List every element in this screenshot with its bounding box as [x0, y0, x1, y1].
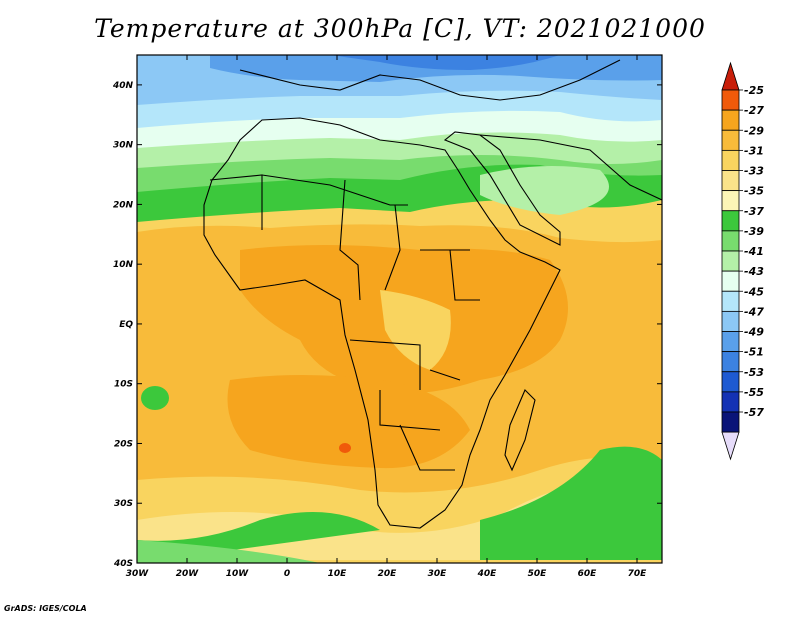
latitude-axis: 40N 30N 20N 10N EQ 10S 20S 30S 40S [112, 81, 662, 569]
lat-label: 40N [112, 81, 134, 91]
colorbar-top-triangle [721, 61, 740, 91]
colorbar-box [721, 89, 740, 111]
lon-label: 30W [126, 569, 150, 579]
credit-text: GrADS: IGES/COLA [4, 604, 87, 613]
colorbar-label: -35 [744, 185, 764, 198]
colorbar-box [721, 129, 740, 151]
colorbar-label: -39 [744, 225, 764, 238]
lon-label: 70E [628, 569, 648, 579]
lat-label: 30N [113, 141, 134, 151]
colorbar-box [721, 250, 740, 272]
colorbar-box [721, 290, 740, 312]
colorbar: -25 -27 -29 -31 -33 -35 -37 -39 -41 -43 -45 -47 -49 -… [721, 61, 764, 461]
temperature-field [137, 55, 662, 563]
colorbar-label: -55 [744, 386, 764, 399]
colorbar-label: -41 [744, 245, 764, 258]
lat-label: 20N [113, 200, 134, 210]
colorbar-label: -37 [744, 205, 764, 218]
lon-label: 50E [528, 569, 548, 579]
lon-label: 10E [328, 569, 348, 579]
lat-label: 20S [114, 439, 133, 449]
coastlines [203, 59, 662, 529]
colorbar-label: -31 [744, 144, 764, 157]
colorbar-label: -47 [744, 305, 764, 318]
colorbar-box [721, 371, 740, 393]
lon-label: 20W [176, 569, 200, 579]
map-frame [136, 54, 663, 564]
map-title: Temperature at 300hPa [C], VT: 202102100… [94, 14, 706, 43]
colorbar-box [721, 310, 740, 332]
lon-label: 30E [428, 569, 448, 579]
colorbar-box [721, 190, 740, 212]
colorbar-label: -57 [744, 406, 764, 419]
colorbar-box [721, 109, 740, 131]
colorbar-label: -27 [744, 104, 764, 117]
lat-label: 30S [114, 499, 133, 509]
colorbar-box [721, 210, 740, 232]
colorbar-box [721, 230, 740, 252]
lon-label: 10W [226, 569, 250, 579]
colorbar-box [721, 170, 740, 192]
colorbar-label: -45 [744, 285, 764, 298]
lat-label: 10S [114, 380, 133, 390]
colorbar-label: -49 [744, 326, 764, 339]
colorbar-label: -33 [744, 165, 764, 178]
colorbar-box [721, 351, 740, 373]
lat-label: 10N [113, 260, 134, 270]
lon-label: 0 [284, 569, 290, 579]
colorbar-label: -43 [744, 265, 764, 278]
colorbar-box [721, 411, 740, 433]
colorbar-label: -29 [744, 124, 764, 137]
lat-label: 40S [113, 559, 133, 569]
lon-label: 20E [378, 569, 398, 579]
colorbar-label: -51 [744, 346, 764, 359]
lon-label: 60E [578, 569, 598, 579]
colorbar-label: -53 [744, 366, 764, 379]
colorbar-label: -25 [744, 84, 764, 97]
longitude-axis: 30W 20W 10W 0 10E 20E 30E 40E 50E 60E 70E [126, 55, 647, 579]
lat-label: EQ [119, 320, 133, 330]
colorbar-box [721, 331, 740, 353]
colorbar-box [721, 270, 740, 292]
colorbar-bottom-triangle [721, 431, 740, 461]
colorbar-box [721, 391, 740, 413]
lon-label: 40E [477, 569, 498, 579]
colorbar-box [721, 149, 740, 171]
